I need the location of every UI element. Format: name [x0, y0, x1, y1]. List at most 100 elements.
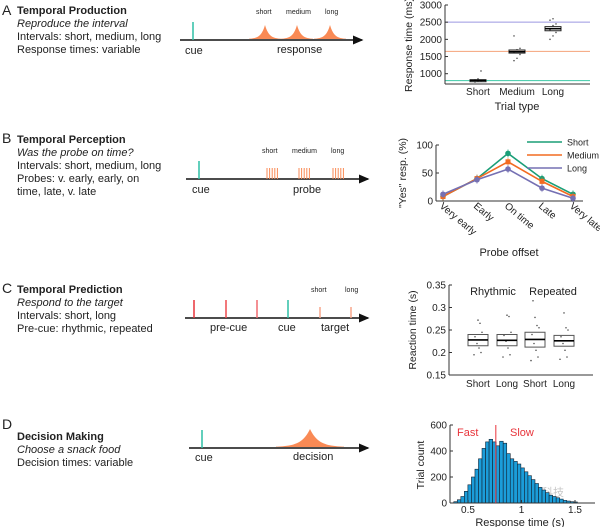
- data-point: [478, 347, 480, 349]
- legend-label: Short: [567, 138, 589, 148]
- panel-a-description: Temporal Production Reproduce the interv…: [17, 5, 177, 57]
- panel-d-description: Decision Making Choose a snack food Deci…: [17, 431, 177, 470]
- data-point: [505, 159, 511, 165]
- data-point: [549, 38, 551, 41]
- data-point: [474, 176, 480, 183]
- data-point: [555, 23, 557, 25]
- data-point: [510, 331, 512, 334]
- interval-label: short: [262, 148, 278, 155]
- histogram-bar: [548, 494, 553, 504]
- x-tick-label: Very early: [437, 201, 478, 238]
- interval-label: short: [311, 287, 327, 294]
- data-point: [539, 178, 545, 184]
- panel-b-line: Probes: v. early, early, on time, late, …: [17, 173, 140, 198]
- histogram-bar: [513, 461, 518, 504]
- data-point: [513, 59, 515, 62]
- y-tick-label: 0.35: [427, 281, 447, 292]
- data-point: [552, 24, 554, 27]
- decision-distribution: [276, 429, 344, 447]
- panel-b-subtitle: Was the probe on time?: [17, 147, 134, 159]
- data-point: [537, 356, 539, 358]
- data-point: [505, 150, 511, 157]
- x-tick-label: Late: [536, 201, 558, 222]
- histogram-bar: [517, 463, 522, 504]
- y-axis-label: Reaction time (s): [407, 290, 419, 369]
- y-tick-label: 2000: [420, 35, 443, 46]
- data-point: [538, 326, 540, 329]
- data-point: [476, 342, 478, 345]
- panel-c-title: Temporal Prediction: [17, 284, 123, 296]
- interval-label: long: [345, 287, 358, 294]
- y-axis-label: Response time (ms): [403, 0, 415, 92]
- panel-c-line: Intervals: short, long: [17, 310, 117, 322]
- fast-annotation: Fast: [457, 427, 478, 439]
- panel-b-description: Temporal Perception Was the probe on tim…: [17, 134, 177, 199]
- panel-letter-d: D: [2, 416, 13, 432]
- data-point: [560, 335, 562, 338]
- data-point: [477, 319, 479, 321]
- data-point: [508, 315, 510, 318]
- data-point: [562, 342, 564, 345]
- x-tick-label: Very late: [567, 201, 600, 235]
- histogram-bar: [520, 467, 525, 504]
- data-point: [567, 329, 569, 331]
- interval-label: medium: [286, 9, 311, 16]
- x-tick-label: 1.5: [568, 505, 582, 516]
- data-point: [519, 47, 521, 50]
- histogram-bar: [471, 476, 476, 504]
- y-tick-label: 200: [430, 473, 447, 484]
- data-point: [440, 191, 446, 198]
- event-label: response: [277, 44, 322, 56]
- data-point: [566, 356, 568, 358]
- data-point: [559, 358, 561, 361]
- diagram-a: cue response short medium long: [180, 9, 364, 57]
- panel-a-subtitle: Reproduce the interval: [17, 18, 128, 30]
- data-point: [479, 322, 481, 325]
- diagram-c: pre-cue cue target short long: [185, 287, 370, 334]
- panel-b-title: Temporal Perception: [17, 134, 126, 146]
- histogram-bar: [464, 490, 469, 504]
- panel-letter-c: C: [2, 280, 13, 296]
- y-tick-label: 0.2: [432, 348, 446, 359]
- data-point: [480, 70, 482, 72]
- data-point: [555, 31, 557, 34]
- panel-c-description: Temporal Prediction Respond to the targe…: [17, 284, 177, 336]
- data-point: [506, 314, 508, 316]
- data-point: [474, 335, 476, 338]
- data-point: [552, 35, 554, 37]
- histogram-bar: [531, 479, 536, 504]
- data-point: [516, 57, 518, 60]
- data-point: [534, 316, 536, 319]
- data-point: [564, 349, 566, 352]
- panel-b-line: Intervals: short, medium, long: [17, 160, 162, 172]
- histogram-bar: [538, 487, 543, 504]
- diagram-b: cue probe short medium long: [186, 148, 370, 196]
- data-point: [502, 356, 504, 358]
- chart-decision-histogram: Trial count Response time (s) Fast Slow …: [415, 421, 595, 527]
- histogram-bar: [509, 458, 515, 504]
- histogram-bar: [474, 468, 479, 504]
- cue-label: cue: [195, 452, 213, 464]
- histogram-bar: [545, 492, 550, 504]
- data-point: [535, 349, 537, 352]
- distribution-peak: [249, 25, 281, 39]
- panel-a-title: Temporal Production: [17, 5, 127, 17]
- data-point: [531, 333, 533, 336]
- legend-label: Medium: [567, 151, 599, 161]
- data-point: [480, 351, 482, 354]
- event-label: decision: [293, 451, 333, 463]
- data-point: [533, 342, 535, 345]
- x-tick-label: On time: [502, 201, 536, 232]
- histogram-bar: [460, 496, 465, 504]
- cue-label: cue: [192, 184, 210, 196]
- data-point: [536, 324, 538, 327]
- data-point: [519, 53, 521, 56]
- data-point: [481, 331, 483, 334]
- y-tick-label: 2500: [420, 18, 443, 29]
- interval-label: long: [331, 148, 344, 155]
- histogram-bar: [499, 440, 504, 504]
- histogram-bar: [555, 497, 560, 504]
- panel-d-subtitle: Choose a snack food: [17, 444, 121, 456]
- distribution-peak: [281, 25, 313, 39]
